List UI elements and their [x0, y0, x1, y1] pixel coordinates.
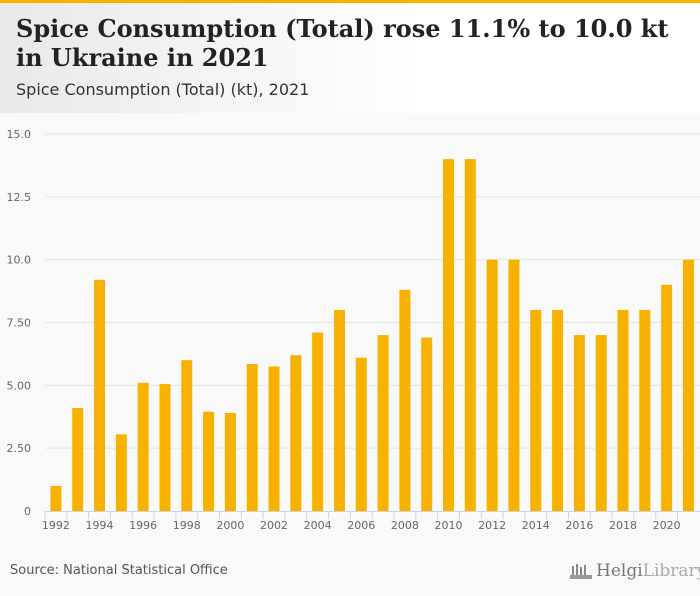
bar-1992: [50, 485, 62, 511]
x-tick-label: 2014: [522, 519, 550, 532]
x-tick-label: 2006: [347, 519, 375, 532]
x-tick-label: 2020: [653, 519, 681, 532]
x-tick-label: 2002: [260, 519, 288, 532]
bar-2020: [661, 284, 673, 511]
x-tick-label: 2012: [478, 519, 506, 532]
bar-2012: [486, 259, 498, 511]
helgi-library-logo[interactable]: HelgiLibrary.: [570, 561, 700, 581]
bar-2004: [312, 332, 324, 511]
bar-2003: [290, 355, 302, 511]
bar-1996: [137, 382, 149, 511]
x-tick-label: 2016: [565, 519, 593, 532]
bar-1994: [94, 279, 106, 511]
page-title: Spice Consumption (Total) rose 11.1% to …: [16, 14, 669, 72]
x-tick-label: 1994: [86, 519, 114, 532]
bar-2019: [639, 309, 651, 511]
y-tick-label: 12.5: [7, 191, 32, 204]
x-tick-label: 2004: [304, 519, 332, 532]
bar-2013: [508, 259, 520, 511]
bar-1993: [72, 407, 84, 511]
bar-1997: [159, 384, 171, 511]
bar-2017: [595, 335, 607, 511]
bar-2011: [464, 159, 476, 511]
bar-2001: [246, 363, 258, 511]
y-tick-label: 7.50: [7, 317, 32, 330]
logo-helgi: Helgi: [596, 561, 643, 581]
bar-2010: [443, 159, 455, 511]
bar-2021: [682, 259, 694, 511]
accent-bar: [0, 0, 700, 3]
source-note: Source: National Statistical Office: [10, 563, 228, 578]
x-tick-label: 2018: [609, 519, 637, 532]
x-tick-label: 1998: [173, 519, 201, 532]
bar-2018: [617, 309, 629, 511]
x-tick-label: 2010: [435, 519, 463, 532]
y-tick-label: 5.00: [7, 379, 32, 392]
city-skyline-icon: [570, 564, 592, 579]
bar-1999: [203, 411, 215, 511]
bar-2000: [224, 412, 236, 511]
x-tick-label: 1996: [129, 519, 157, 532]
bar-2015: [552, 309, 564, 511]
logo-library: Library.: [642, 561, 700, 581]
bar-2009: [421, 337, 433, 511]
x-tick-label: 2008: [391, 519, 419, 532]
y-tick-label: 15.0: [7, 128, 32, 141]
x-tick-label: 2000: [216, 519, 244, 532]
bar-2005: [333, 309, 345, 511]
bar-1998: [181, 360, 193, 511]
x-tick-label: 1992: [42, 519, 70, 532]
bar-2014: [530, 309, 542, 511]
bar-2006: [355, 357, 367, 511]
y-tick-label: 10.0: [7, 254, 32, 267]
y-tick-label: 0: [24, 505, 31, 518]
bar-2007: [377, 335, 389, 511]
header: [0, 3, 700, 113]
bar-2008: [399, 289, 411, 511]
chart-subtitle: Spice Consumption (Total) (kt), 2021: [16, 80, 310, 99]
bar-2016: [573, 335, 585, 511]
y-tick-label: 2.50: [7, 442, 32, 455]
bar-1995: [115, 434, 127, 511]
bar-2002: [268, 366, 280, 511]
